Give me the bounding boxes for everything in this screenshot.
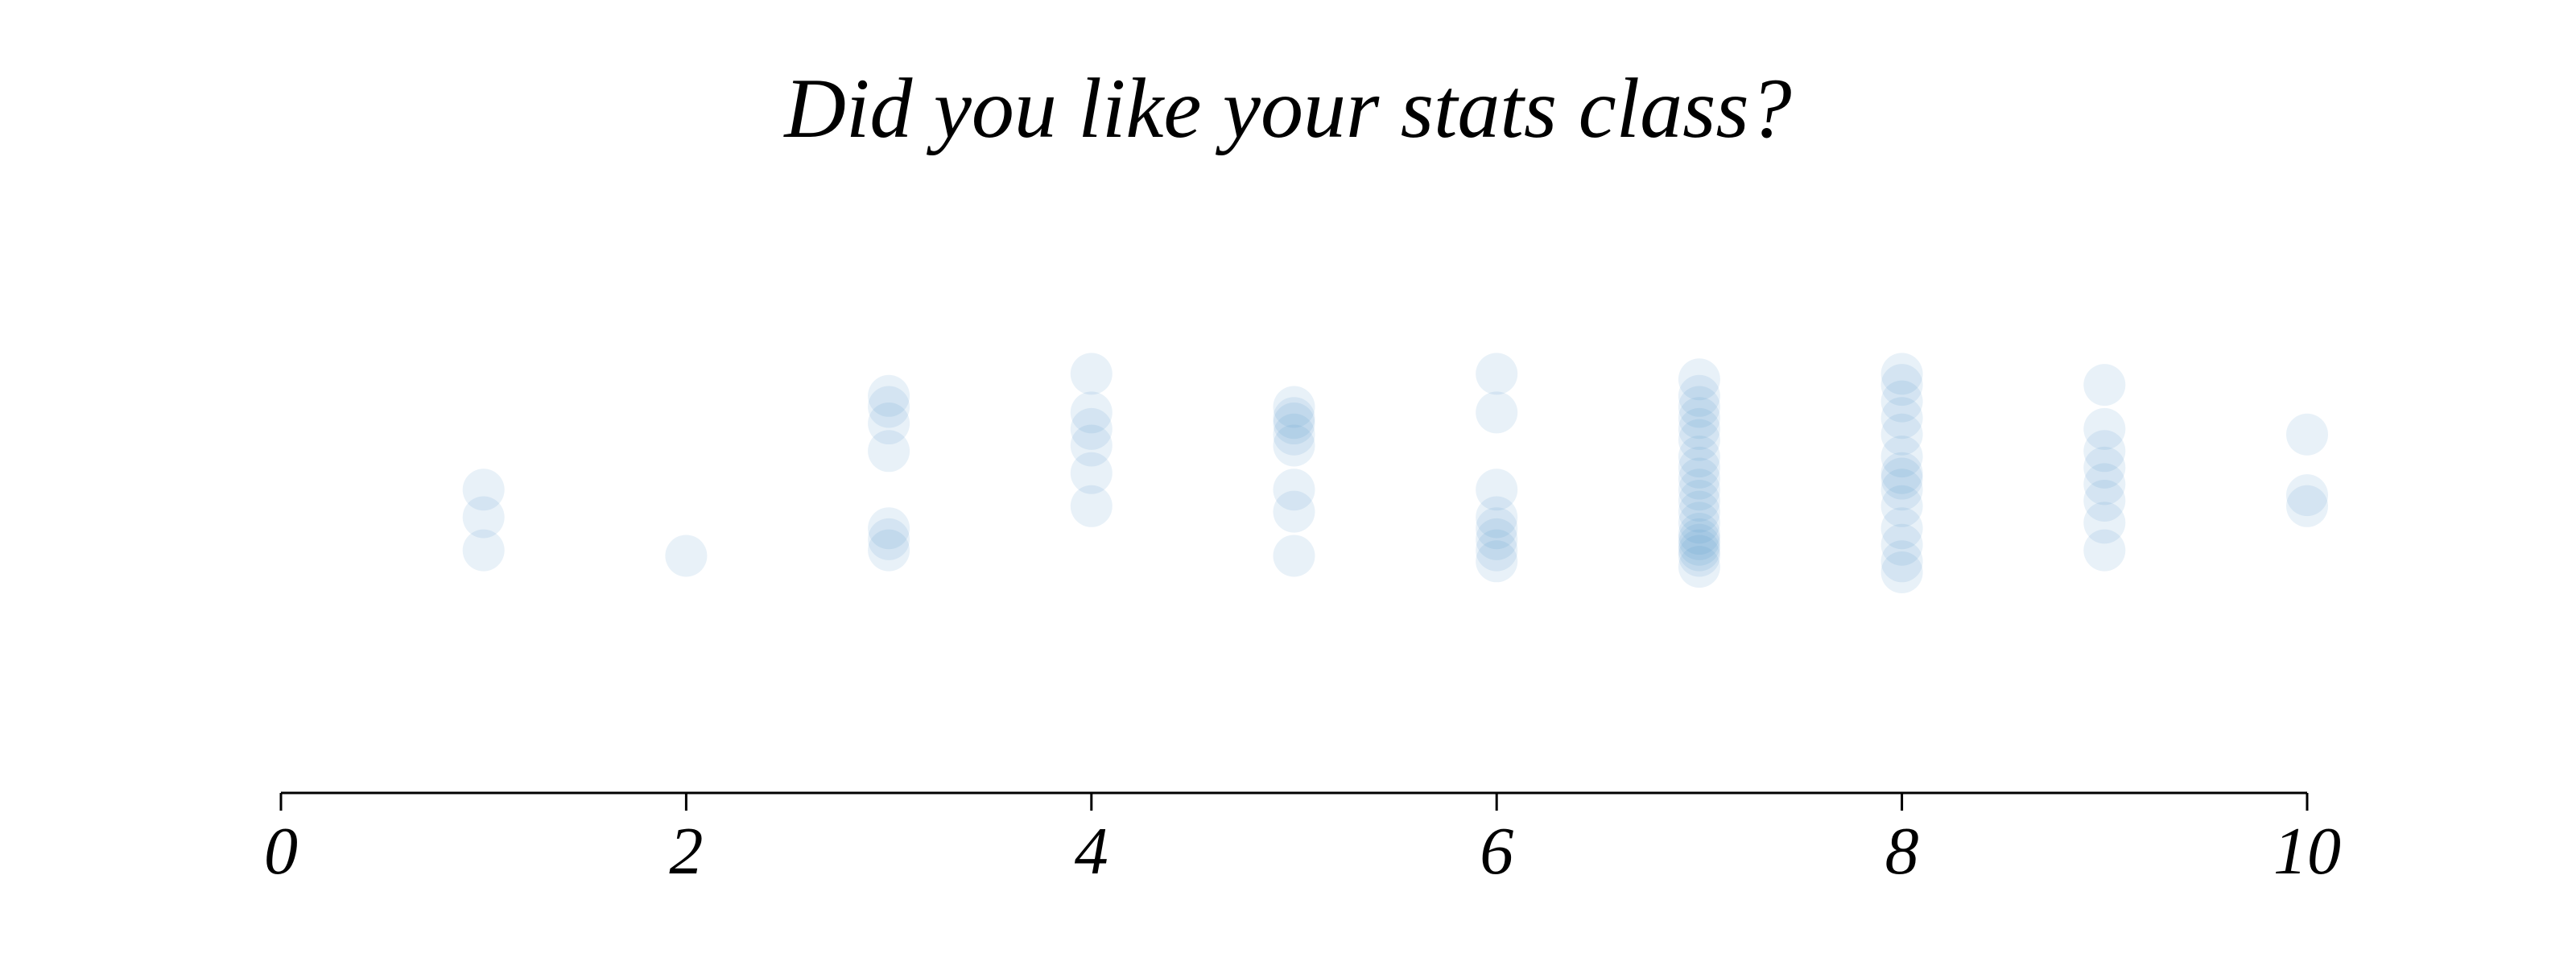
data-point xyxy=(1880,457,1923,500)
data-point xyxy=(1678,397,1720,440)
data-point xyxy=(1273,413,1315,456)
data-point xyxy=(1678,358,1720,401)
data-point xyxy=(1880,485,1923,527)
data-point xyxy=(1678,457,1720,500)
data-point xyxy=(868,374,910,417)
data-point xyxy=(868,507,910,550)
data-point xyxy=(1273,424,1315,467)
data-point xyxy=(1678,374,1720,417)
data-point xyxy=(1880,397,1923,440)
data-point xyxy=(868,402,910,445)
data-point xyxy=(1678,436,1720,478)
data-point xyxy=(1880,353,1923,395)
data-point xyxy=(1273,386,1315,428)
x-tick-label: 0 xyxy=(264,814,298,889)
data-point xyxy=(1678,479,1720,522)
data-point xyxy=(1880,469,1923,511)
data-point xyxy=(2286,474,2328,517)
data-point xyxy=(2286,413,2328,456)
data-point xyxy=(1476,469,1518,511)
data-point xyxy=(1678,513,1720,555)
data-point xyxy=(1070,485,1113,527)
data-point xyxy=(1880,540,1923,583)
x-tick-label: 10 xyxy=(2273,814,2341,889)
data-point xyxy=(1678,518,1720,560)
data-point xyxy=(2083,529,2126,572)
data-point xyxy=(1880,413,1923,456)
data-points xyxy=(462,353,2328,593)
data-point xyxy=(2083,446,2126,489)
data-point xyxy=(1273,469,1315,511)
data-point xyxy=(1273,397,1315,440)
data-point xyxy=(1070,391,1113,434)
data-point xyxy=(1880,380,1923,423)
data-point xyxy=(1476,529,1518,572)
data-point xyxy=(1678,469,1720,511)
x-tick-label: 8 xyxy=(1885,814,1919,889)
data-point xyxy=(1476,391,1518,434)
data-point xyxy=(1678,419,1720,461)
data-point xyxy=(2083,364,2126,407)
data-point xyxy=(1070,353,1113,395)
data-point xyxy=(1880,507,1923,550)
data-point xyxy=(1273,535,1315,577)
x-tick-label: 4 xyxy=(1075,814,1108,889)
data-point xyxy=(1880,364,1923,407)
data-point xyxy=(2083,479,2126,522)
data-point xyxy=(1880,551,1923,593)
data-point xyxy=(462,496,505,539)
data-point xyxy=(2083,502,2126,544)
data-point xyxy=(868,518,910,560)
data-point xyxy=(1678,407,1720,450)
data-point xyxy=(1476,496,1518,539)
data-point xyxy=(1678,446,1720,489)
data-point xyxy=(462,529,505,572)
data-point xyxy=(1678,502,1720,544)
data-point xyxy=(2083,463,2126,506)
data-point xyxy=(2083,430,2126,473)
data-point xyxy=(1273,402,1315,445)
x-axis: 0 2 4 6 8 10 xyxy=(264,791,2341,889)
data-point xyxy=(1880,523,1923,566)
data-point xyxy=(1880,436,1923,478)
data-point xyxy=(1678,386,1720,428)
data-point xyxy=(2286,485,2328,527)
chart-title: Did you like your stats class? xyxy=(782,61,1791,155)
data-point xyxy=(1678,490,1720,533)
data-point xyxy=(1678,535,1720,577)
data-point xyxy=(1070,407,1113,450)
data-point xyxy=(1476,507,1518,550)
data-point xyxy=(1476,353,1518,395)
data-point xyxy=(868,386,910,428)
data-point xyxy=(665,535,708,577)
data-point xyxy=(1070,424,1113,467)
x-tick-label: 2 xyxy=(669,814,703,889)
data-point xyxy=(1880,452,1923,494)
data-point xyxy=(1476,540,1518,583)
data-point xyxy=(1476,518,1518,560)
data-point xyxy=(462,469,505,511)
data-point xyxy=(2083,407,2126,450)
data-point xyxy=(1678,523,1720,566)
data-point xyxy=(868,430,910,473)
data-point xyxy=(868,529,910,572)
x-tick-label: 6 xyxy=(1480,814,1513,889)
data-point xyxy=(1678,529,1720,572)
data-point xyxy=(1070,452,1113,494)
data-point xyxy=(1273,490,1315,533)
data-point xyxy=(1678,546,1720,588)
